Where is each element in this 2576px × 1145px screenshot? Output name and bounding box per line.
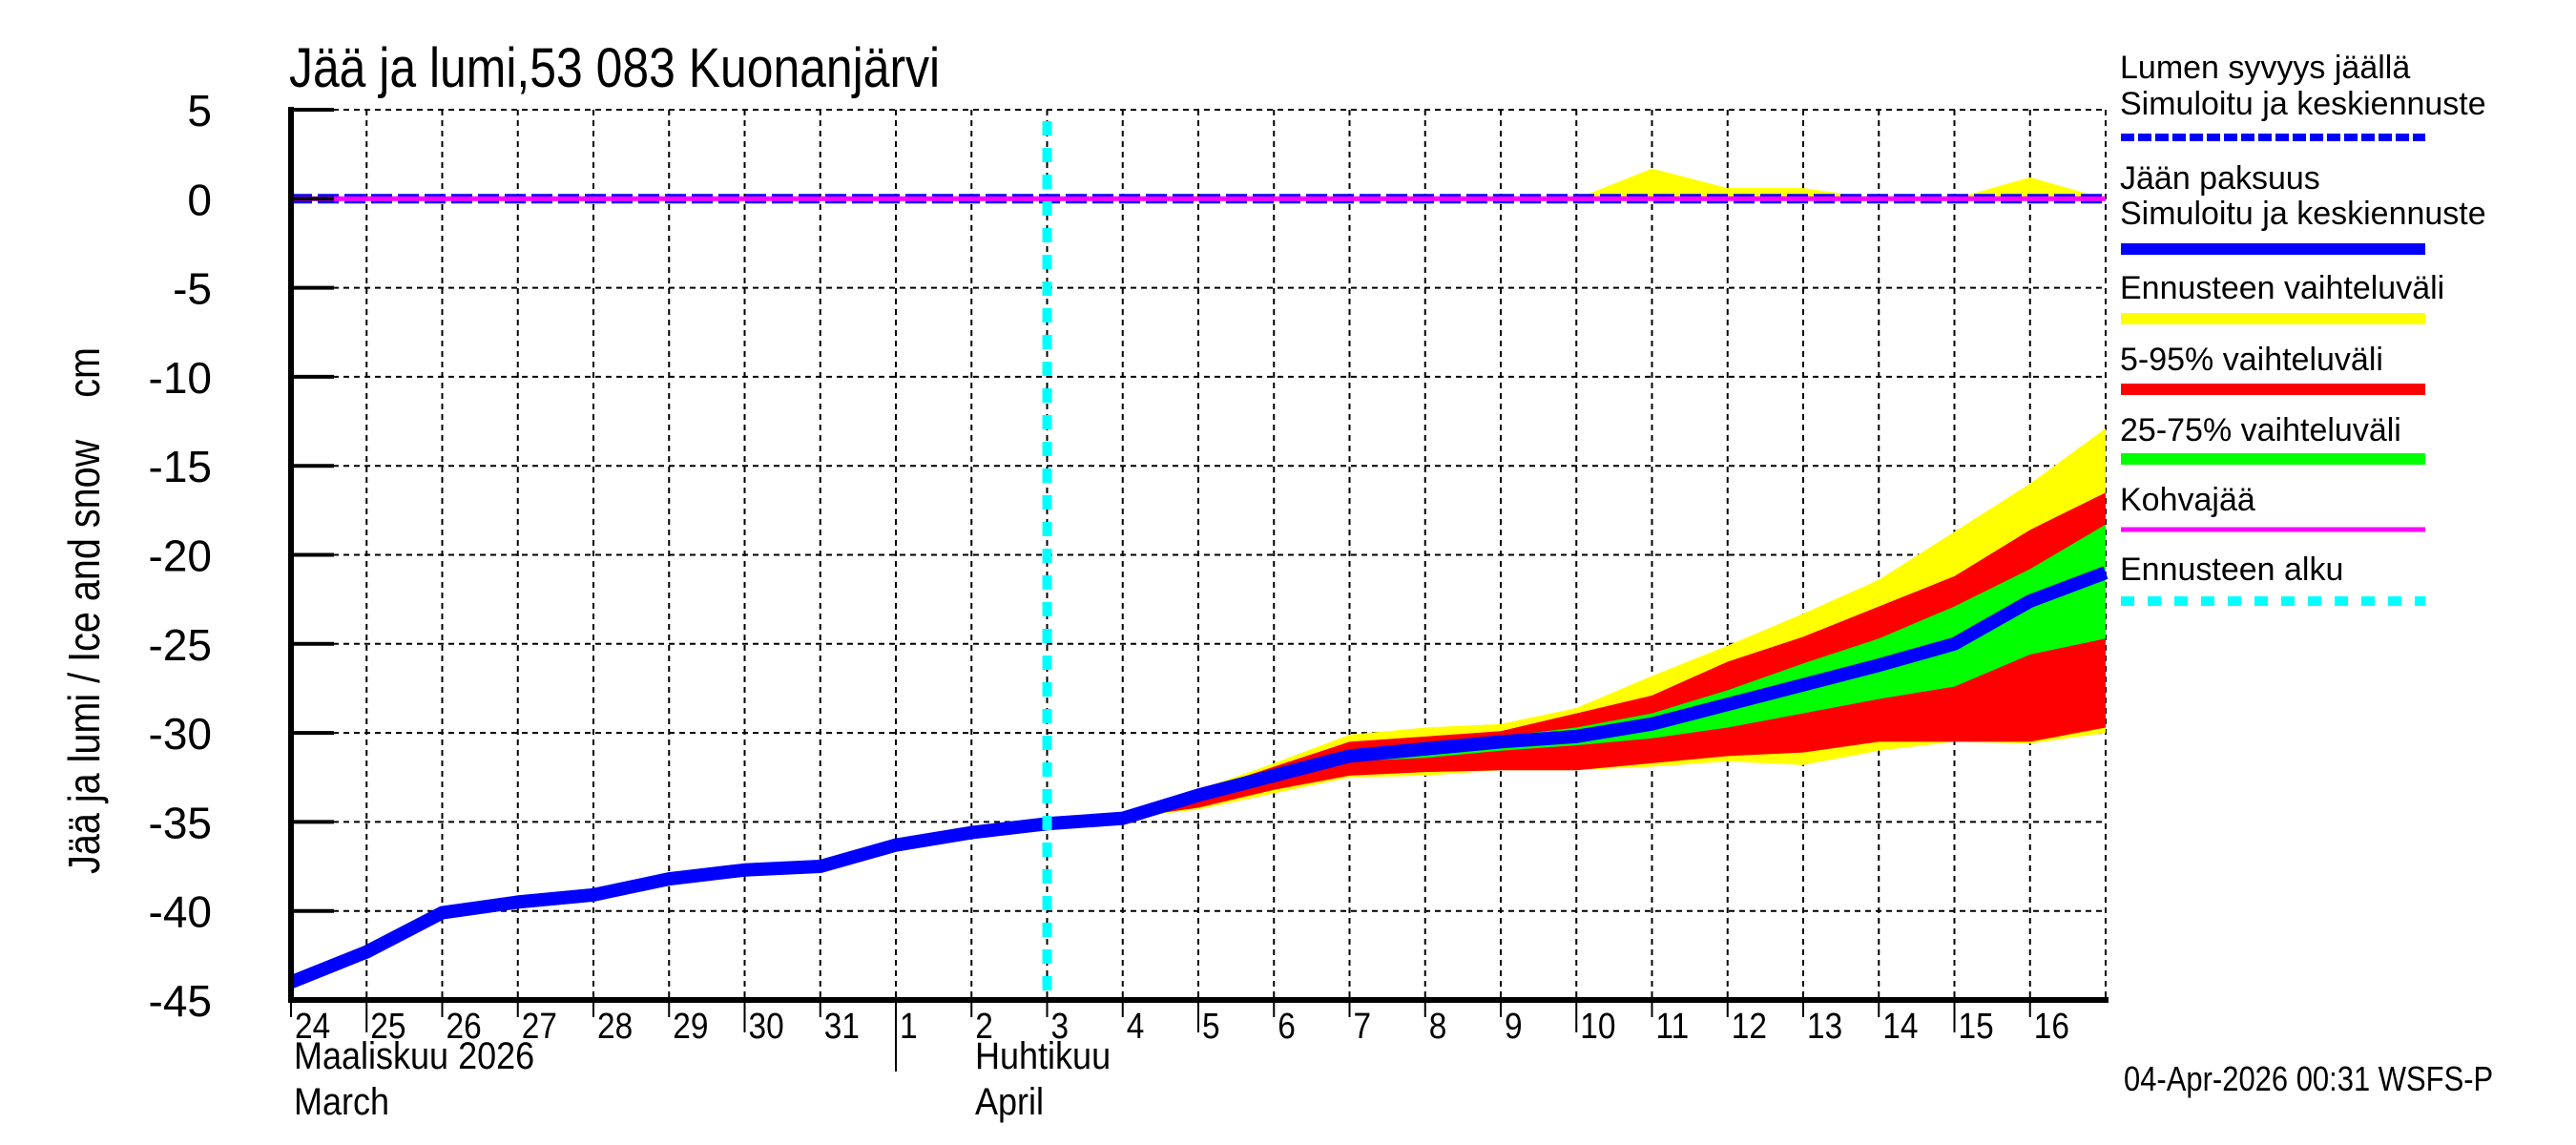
y-tick-label: 0 bbox=[187, 175, 212, 224]
ice-thickness-line bbox=[288, 566, 2109, 989]
timestamp: 04-Apr-2026 00:31 WSFS-P bbox=[2124, 1059, 2494, 1098]
y-tick-label: -40 bbox=[149, 887, 212, 937]
data-lines bbox=[288, 121, 2109, 1000]
x-tick-label: 16 bbox=[2034, 1006, 2069, 1046]
x-tick-label: 12 bbox=[1732, 1006, 1767, 1046]
x-tick-label: 1 bbox=[900, 1006, 918, 1046]
x-tick-label: 6 bbox=[1278, 1006, 1296, 1046]
legend-forecast-start: Ennusteen alku bbox=[2120, 552, 2344, 588]
x-tick-label: 26 bbox=[447, 1006, 482, 1046]
y-tick-label: -15 bbox=[149, 442, 212, 491]
y-tick-label: -10 bbox=[149, 353, 212, 403]
band-ennusteen-vaihteluv-li-snow- bbox=[1576, 168, 2106, 199]
x-tick-label: 29 bbox=[673, 1006, 708, 1046]
x-tick-label: 28 bbox=[597, 1006, 633, 1046]
x-tick-label: 11 bbox=[1656, 1006, 1690, 1046]
x-tick-label: 7 bbox=[1354, 1006, 1372, 1046]
legend-range-all: Ennusteen vaihteluväli bbox=[2120, 270, 2445, 306]
band-5-95-vaihteluv-li bbox=[1047, 492, 2106, 824]
y-tick-label: 5 bbox=[187, 86, 212, 135]
y-axis-label: Jää ja lumi / Ice and snow cm bbox=[59, 347, 109, 874]
x-tick-label: 27 bbox=[522, 1006, 557, 1046]
x-tick-label: 25 bbox=[370, 1006, 405, 1046]
legend-swatches bbox=[2121, 134, 2425, 606]
x-tick-label: 2 bbox=[975, 1006, 993, 1046]
x-tick-label: 30 bbox=[749, 1006, 784, 1046]
legend-range-5-95: 5-95% vaihteluväli bbox=[2120, 342, 2383, 378]
month-label-april-fi: Huhtikuu bbox=[975, 1035, 1111, 1077]
legend-ice-sub: Simuloitu ja keskiennuste bbox=[2120, 196, 2486, 232]
x-tick-label: 10 bbox=[1580, 1006, 1615, 1046]
band-25-75-vaihteluv-li bbox=[1047, 524, 2106, 824]
month-label-march-fi: Maaliskuu 2026 bbox=[294, 1035, 535, 1077]
y-tick-label: -30 bbox=[149, 709, 212, 759]
legend-slush: Kohvajää bbox=[2120, 482, 2255, 518]
legend-range-25-75: 25-75% vaihteluväli bbox=[2120, 412, 2401, 448]
legend-ice-title: Jään paksuus bbox=[2120, 160, 2320, 197]
legend-snow-title: Lumen syvyys jäällä bbox=[2120, 50, 2411, 86]
x-tick-label: 5 bbox=[1202, 1006, 1220, 1046]
x-tick-label: 9 bbox=[1505, 1006, 1523, 1046]
x-tick-label: 3 bbox=[1051, 1006, 1070, 1046]
x-tick-label: 31 bbox=[824, 1006, 860, 1046]
y-tick-label: -45 bbox=[149, 976, 212, 1026]
y-tick-label: -20 bbox=[149, 531, 212, 581]
month-label-april-en: April bbox=[975, 1081, 1045, 1123]
x-tick-label: 14 bbox=[1882, 1006, 1918, 1046]
x-tick-label: 13 bbox=[1807, 1006, 1842, 1046]
y-tick-label: -25 bbox=[149, 620, 212, 670]
forecast-bands bbox=[1047, 168, 2106, 824]
month-label-march-en: March bbox=[294, 1081, 390, 1123]
x-tick-label: 8 bbox=[1429, 1006, 1447, 1046]
legend-snow-sub: Simuloitu ja keskiennuste bbox=[2120, 86, 2486, 122]
y-tick-label: -5 bbox=[173, 264, 212, 314]
grid-lines bbox=[291, 109, 2107, 1001]
x-tick-label: 24 bbox=[295, 1006, 330, 1046]
y-tick-label: -35 bbox=[149, 798, 212, 847]
x-tick-label: 15 bbox=[1959, 1006, 1994, 1046]
x-tick-label: 4 bbox=[1127, 1006, 1145, 1046]
chart-title: Jää ja lumi,53 083 Kuonanjärvi bbox=[289, 37, 941, 99]
